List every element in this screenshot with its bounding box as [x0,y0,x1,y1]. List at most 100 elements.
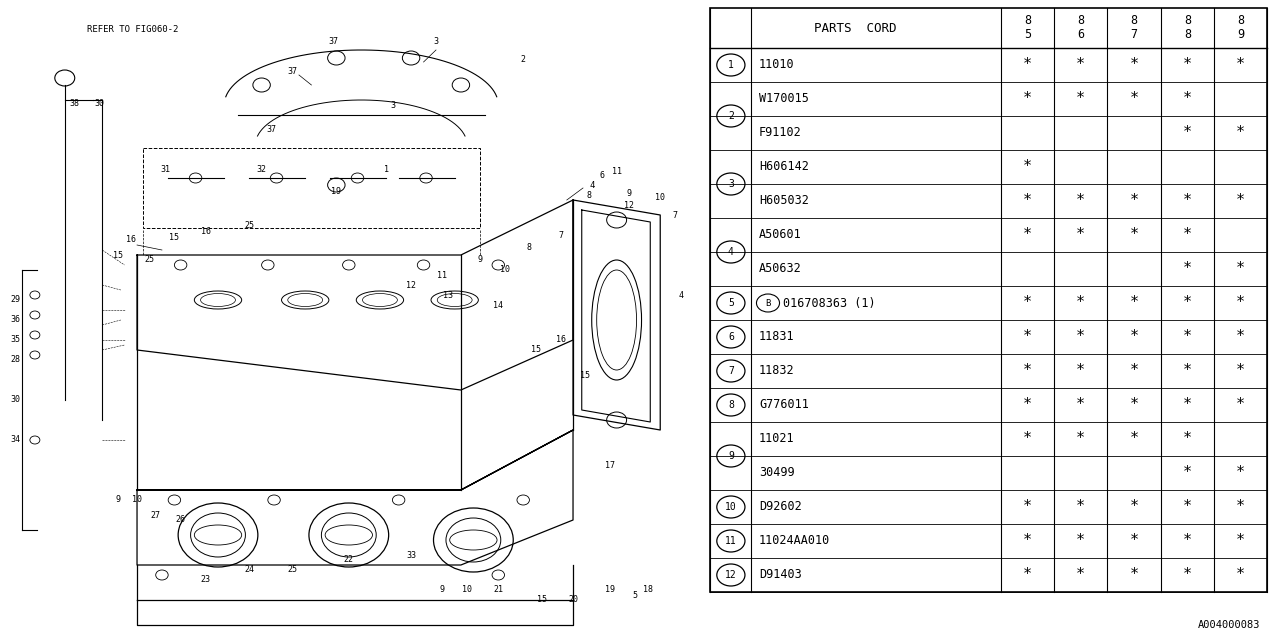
Text: *: * [1023,364,1032,378]
Text: 16: 16 [201,227,210,237]
Text: 10: 10 [132,495,142,504]
Text: *: * [1129,397,1139,413]
Text: 25: 25 [288,566,298,575]
Text: *: * [1183,58,1192,72]
Text: *: * [1129,58,1139,72]
Text: 15: 15 [581,371,590,380]
Text: 22: 22 [344,556,353,564]
Text: *: * [1236,125,1245,141]
Text: 15: 15 [169,232,179,241]
Text: 16: 16 [556,335,566,344]
Text: 30: 30 [10,396,20,404]
Text: 15: 15 [536,595,547,605]
Text: *: * [1183,534,1192,548]
Text: *: * [1183,465,1192,481]
Text: *: * [1236,465,1245,481]
Text: *: * [1076,397,1085,413]
Text: *: * [1076,227,1085,243]
Text: 8: 8 [728,400,733,410]
Text: PARTS  CORD: PARTS CORD [814,22,897,35]
Text: 29: 29 [10,296,20,305]
Text: 34: 34 [10,435,20,445]
Text: 6: 6 [1078,29,1084,42]
Bar [143,148,480,228]
Text: *: * [1076,431,1085,447]
Text: A50601: A50601 [759,228,801,241]
Text: 15: 15 [531,346,540,355]
Text: 12: 12 [625,200,634,209]
Text: *: * [1129,431,1139,447]
Text: 2: 2 [521,56,526,65]
Text: H606142: H606142 [759,161,809,173]
Text: 26: 26 [175,515,186,525]
Text: 35: 35 [10,335,20,344]
Text: 10: 10 [655,193,666,202]
Text: G776011: G776011 [759,399,809,412]
Text: *: * [1023,92,1032,106]
Text: F91102: F91102 [759,127,801,140]
Text: 25: 25 [145,255,155,264]
Text: 36: 36 [10,316,20,324]
Text: 8: 8 [1236,15,1244,28]
Text: *: * [1183,125,1192,141]
Text: H605032: H605032 [759,195,809,207]
Text: *: * [1076,534,1085,548]
Text: 8: 8 [527,243,532,253]
Text: 32: 32 [256,166,266,175]
Text: *: * [1183,499,1192,515]
Text: 11831: 11831 [759,330,795,344]
Text: *: * [1076,568,1085,582]
Text: 1: 1 [384,166,389,175]
Text: 10: 10 [462,586,472,595]
Text: *: * [1076,296,1085,310]
Text: 21: 21 [493,586,503,595]
Text: 8: 8 [586,191,591,200]
Text: *: * [1129,92,1139,106]
Text: A004000083: A004000083 [1198,620,1261,630]
Text: 8: 8 [1184,15,1190,28]
Text: 8: 8 [1078,15,1084,28]
Text: 19: 19 [332,188,342,196]
Text: *: * [1236,262,1245,276]
Text: 10: 10 [724,502,737,512]
Text: 9: 9 [1236,29,1244,42]
Text: *: * [1183,262,1192,276]
Text: 11010: 11010 [759,58,795,72]
Text: 23: 23 [201,575,210,584]
Text: B: B [765,298,771,307]
Text: *: * [1236,364,1245,378]
Text: 27: 27 [151,511,161,520]
Text: *: * [1183,431,1192,447]
Text: 7: 7 [1130,29,1138,42]
Text: 9: 9 [116,495,120,504]
Text: 11832: 11832 [759,365,795,378]
Text: 9: 9 [728,451,733,461]
Text: REFER TO FIG060-2: REFER TO FIG060-2 [87,26,179,35]
Text: A50632: A50632 [759,262,801,275]
Text: *: * [1236,193,1245,209]
Text: 3: 3 [390,100,396,109]
Text: *: * [1183,568,1192,582]
Text: *: * [1236,568,1245,582]
Text: 10: 10 [499,266,509,275]
Text: *: * [1183,397,1192,413]
Text: 1: 1 [728,60,733,70]
Text: 7: 7 [558,232,563,241]
Text: 7: 7 [728,366,733,376]
Text: 12: 12 [724,570,737,580]
Text: 9: 9 [627,189,631,198]
Text: *: * [1129,227,1139,243]
Text: 38: 38 [69,99,79,108]
Text: 37: 37 [329,38,339,47]
Text: *: * [1236,330,1245,344]
Text: 17: 17 [605,461,616,470]
Text: 11021: 11021 [759,433,795,445]
Text: 15: 15 [114,252,123,260]
Text: *: * [1023,193,1032,209]
Text: 3: 3 [434,38,439,47]
Text: 4: 4 [678,291,684,300]
Text: 2: 2 [728,111,733,121]
Text: *: * [1129,330,1139,344]
Text: *: * [1183,330,1192,344]
Text: 8: 8 [1024,15,1032,28]
